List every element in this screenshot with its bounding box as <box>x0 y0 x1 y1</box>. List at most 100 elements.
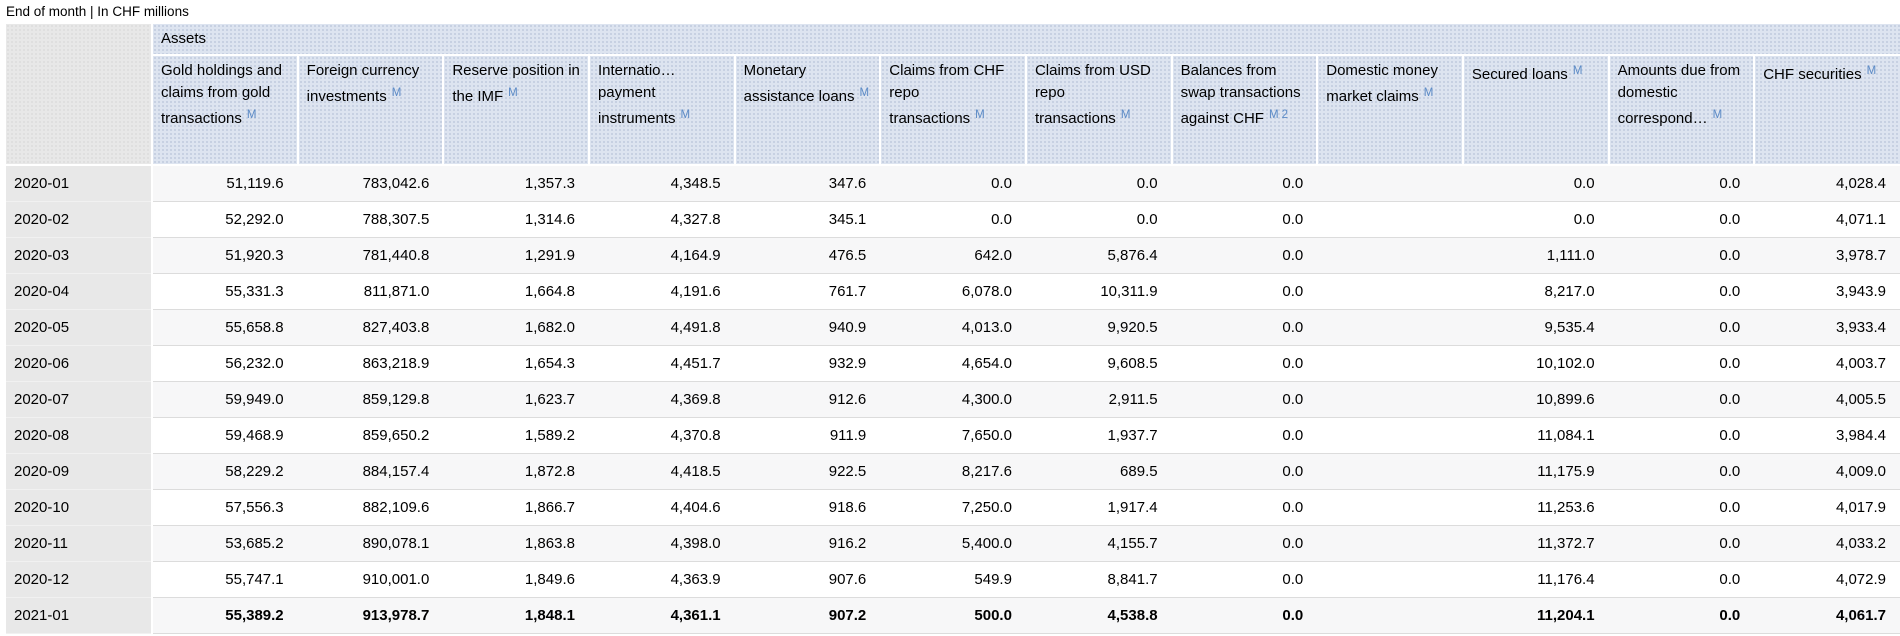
cell: 811,871.0 <box>297 273 444 310</box>
cell: 1,866.7 <box>443 489 589 526</box>
table-row: 2020-02 52,292.0 788,307.5 1,314.6 4,327.8 34… <box>6 201 1900 238</box>
cell: 51,119.6 <box>152 165 298 202</box>
table-row: 2021-01 55,389.2 913,978.7 1,848.1 4,361.1 90… <box>6 597 1900 634</box>
metadata-link[interactable]: M <box>1866 65 1877 77</box>
cell: 51,920.3 <box>152 237 298 274</box>
cell: 11,372.7 <box>1462 525 1609 562</box>
row-label: 2020-04 <box>6 273 153 310</box>
cell: 788,307.5 <box>297 201 444 238</box>
cell: 1,357.3 <box>443 165 589 202</box>
cell: 907.6 <box>734 561 881 598</box>
metadata-link[interactable]: M <box>1120 109 1131 121</box>
cell: 1,111.0 <box>1462 237 1609 274</box>
cell: 0.0 <box>1171 165 1318 202</box>
cell: 918.6 <box>734 489 881 526</box>
cell: 0.0 <box>1608 489 1755 526</box>
cell: 0.0 <box>1608 165 1755 202</box>
row-label: 2021-01 <box>6 597 153 634</box>
cell: 4,538.8 <box>1025 597 1172 634</box>
cell: 4,155.7 <box>1025 525 1172 562</box>
column-header-label: Internatio… payment instruments <box>597 62 676 127</box>
cell: 4,028.4 <box>1754 165 1900 202</box>
metadata-link[interactable]: M <box>1712 109 1723 121</box>
cell: 8,217.6 <box>880 453 1026 490</box>
cell <box>1317 525 1463 562</box>
table-row: 2020-11 53,685.2 890,078.1 1,863.8 4,398.0 91… <box>6 525 1900 562</box>
cell: 52,292.0 <box>152 201 298 238</box>
metadata-link[interactable]: M <box>859 87 870 99</box>
footnote-link[interactable]: 2 <box>1281 109 1288 121</box>
table-row: 2020-05 55,658.8 827,403.8 1,682.0 4,491.8 94… <box>6 309 1900 346</box>
cell: 10,102.0 <box>1462 345 1609 382</box>
cell: 1,863.8 <box>443 525 589 562</box>
column-header: Foreign currency investments M <box>297 55 445 166</box>
cell: 8,841.7 <box>1025 561 1172 598</box>
cell: 8,217.0 <box>1462 273 1609 310</box>
column-header: Monetary assistance loans M <box>734 55 882 166</box>
cell: 4,013.0 <box>880 309 1026 346</box>
cell: 642.0 <box>880 237 1026 274</box>
row-label: 2020-08 <box>6 417 153 454</box>
metadata-link[interactable]: M <box>508 87 518 99</box>
metadata-link[interactable]: M <box>975 109 985 121</box>
column-header-label: Secured loans <box>1471 66 1568 83</box>
metadata-link[interactable]: M <box>1423 87 1434 99</box>
cell: 0.0 <box>1608 309 1755 346</box>
cell: 912.6 <box>734 381 881 418</box>
column-header: CHF securities M <box>1754 55 1900 166</box>
cell: 932.9 <box>734 345 881 382</box>
cell <box>1317 237 1463 274</box>
cell: 0.0 <box>1025 165 1172 202</box>
row-label: 2020-11 <box>6 525 153 562</box>
data-table: Assets Gold holdings and claims from gold… <box>6 24 1900 634</box>
cell: 1,849.6 <box>443 561 589 598</box>
cell: 907.2 <box>734 597 881 634</box>
column-header: Internatio… payment instruments M <box>588 55 736 166</box>
metadata-link[interactable]: M <box>246 109 257 121</box>
metadata-link[interactable]: M <box>680 109 691 121</box>
cell: 4,654.0 <box>880 345 1026 382</box>
cell <box>1317 381 1463 418</box>
cell <box>1317 489 1463 526</box>
cell: 0.0 <box>1462 201 1609 238</box>
cell: 3,984.4 <box>1754 417 1900 454</box>
column-header-label: Balances from swap transactions against … <box>1180 62 1301 127</box>
cell: 9,920.5 <box>1025 309 1172 346</box>
cell: 3,943.9 <box>1754 273 1900 310</box>
cell: 0.0 <box>1608 381 1755 418</box>
cell: 0.0 <box>1608 345 1755 382</box>
cell: 0.0 <box>1608 453 1755 490</box>
cell: 0.0 <box>1171 525 1318 562</box>
cell: 11,253.6 <box>1462 489 1609 526</box>
cell: 0.0 <box>1171 201 1318 238</box>
cell: 4,398.0 <box>588 525 735 562</box>
metadata-link[interactable]: M <box>391 87 402 99</box>
cell: 476.5 <box>734 237 881 274</box>
metadata-link[interactable]: M <box>1572 65 1583 77</box>
cell: 4,348.5 <box>588 165 735 202</box>
cell: 859,650.2 <box>297 417 444 454</box>
metadata-link[interactable]: M <box>1268 109 1279 121</box>
cell: 55,658.8 <box>152 309 298 346</box>
cell: 0.0 <box>1608 417 1755 454</box>
cell: 1,291.9 <box>443 237 589 274</box>
column-header: Secured loans M <box>1462 55 1610 166</box>
cell: 0.0 <box>1171 309 1318 346</box>
cell: 4,451.7 <box>588 345 735 382</box>
cell: 0.0 <box>1171 381 1318 418</box>
cell: 1,848.1 <box>443 597 589 634</box>
cell: 859,129.8 <box>297 381 444 418</box>
cell: 0.0 <box>880 165 1026 202</box>
cell: 59,468.9 <box>152 417 298 454</box>
table-body: 2020-01 51,119.6 783,042.6 1,357.3 4,348.5 34… <box>6 165 1900 634</box>
cell: 1,937.7 <box>1025 417 1172 454</box>
assets-group-header: Assets <box>152 24 1900 56</box>
cell: 882,109.6 <box>297 489 444 526</box>
cell: 1,682.0 <box>443 309 589 346</box>
cell: 11,175.9 <box>1462 453 1609 490</box>
cell: 0.0 <box>1608 201 1755 238</box>
cell <box>1317 345 1463 382</box>
cell: 0.0 <box>1608 597 1755 634</box>
cell <box>1317 165 1463 202</box>
cell: 4,164.9 <box>588 237 735 274</box>
